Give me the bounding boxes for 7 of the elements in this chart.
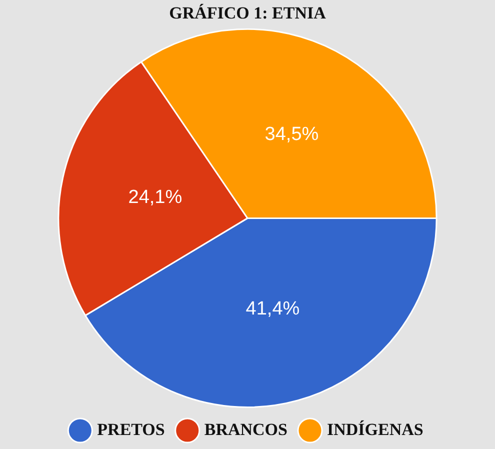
- data-label: 24,1%: [128, 187, 182, 208]
- legend-label: INDÍGENAS: [326, 420, 424, 439]
- data-label: 41,4%: [246, 298, 300, 320]
- legend-label: BRANCOS: [204, 420, 288, 439]
- data-label: 34,5%: [264, 124, 319, 145]
- legend-label: PRETOS: [97, 420, 165, 439]
- chart-title: GRÁFICO 1: ETNIA: [169, 4, 327, 23]
